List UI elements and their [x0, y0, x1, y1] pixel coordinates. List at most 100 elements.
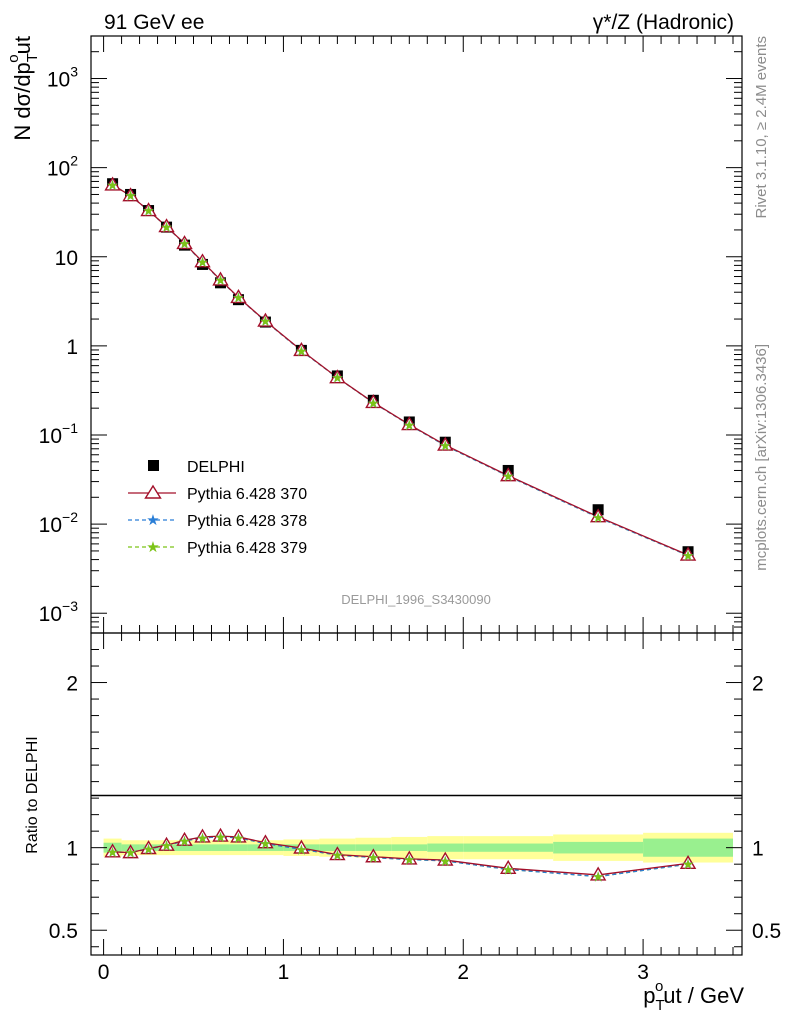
legend-label-delphi: DELPHI [187, 459, 245, 476]
ratio-point-p379: ★ [196, 830, 209, 846]
ratio-point-p378: ★ [259, 836, 272, 852]
ratio-y-tick-label-left: 0.5 [49, 920, 78, 943]
ratio-point-p370 [140, 840, 157, 855]
band-inner [229, 844, 248, 851]
data-point-p378: ★ [403, 417, 416, 433]
ratio-frame [90, 632, 743, 956]
data-point-p370 [194, 253, 211, 268]
y-tick-label: 10−1 [39, 420, 79, 448]
ratio-y-tick-label-left: 1 [66, 838, 78, 861]
x-tick-label: 1 [278, 961, 290, 984]
ratio-point-p378: ★ [295, 841, 308, 857]
data-point-p378: ★ [367, 395, 380, 411]
data-point-p370 [437, 436, 454, 451]
data-point-p379: ★ [232, 290, 245, 306]
data-point-p378: ★ [682, 547, 695, 563]
data-point-p378: ★ [439, 438, 452, 454]
legend-entry-p370: Pythia 6.428 370 [128, 484, 307, 503]
ratio-y-axis-label: Ratio to DELPHI [24, 736, 41, 853]
data-point-p370 [104, 176, 121, 191]
data-point-p370 [679, 546, 697, 561]
data-point-p370 [293, 341, 310, 357]
data-point-p378: ★ [106, 177, 119, 193]
ratio-point-p370 [401, 850, 418, 865]
ratio-point-p378: ★ [502, 861, 515, 877]
ratio-point-p379: ★ [232, 830, 245, 846]
ratio-point-p378: ★ [232, 830, 245, 846]
legend-entry-p379: ★ Pythia 6.428 379 [128, 539, 307, 557]
data-point-p378: ★ [295, 343, 308, 359]
main-y-ticks [91, 35, 742, 634]
ratio-point-p370 [365, 848, 382, 863]
main-y-tick-labels: 10−3 10−2 10−1 1 10 102 103 [39, 64, 79, 627]
legend-marker-p378: ★ [146, 512, 159, 529]
ratio-point-p379: ★ [124, 845, 137, 861]
x-tick-label: 0 [98, 961, 110, 984]
main-series: ★★★★★★★★★★★★★★★★★★★★★★★★★★★★★★★★★★ [104, 176, 697, 563]
main-x-ticks [103, 36, 734, 633]
data-point-p378: ★ [259, 313, 272, 329]
ratio-point-p378: ★ [214, 829, 227, 845]
ratio-point-p370 [176, 831, 193, 846]
data-point-p378: ★ [160, 219, 173, 235]
ratio-point-p370 [212, 827, 229, 842]
data-point-p378: ★ [331, 370, 344, 386]
data-point-p378: ★ [592, 509, 605, 525]
ratio-point-p379: ★ [367, 850, 380, 866]
data-point-p370 [365, 394, 382, 409]
ratio-point-p378: ★ [367, 850, 380, 866]
legend-entry-delphi: DELPHI [148, 459, 245, 476]
band-inner [193, 844, 212, 851]
data-point-p379: ★ [259, 313, 272, 329]
data-point-p370 [499, 467, 517, 482]
band-inner [427, 843, 464, 852]
legend-entry-p378: ★ Pythia 6.428 378 [128, 512, 307, 530]
data-point-p379: ★ [160, 219, 173, 235]
band-inner [463, 843, 554, 852]
watermark: DELPHI_1996_S3430090 [341, 592, 491, 607]
data-point-p379: ★ [142, 203, 155, 219]
ratio-point-p379: ★ [142, 841, 155, 857]
data-point-p379: ★ [439, 438, 452, 454]
data-point-p370 [140, 202, 157, 217]
main-panel: ★★★★★★★★★★★★★★★★★★★★★★★★★★★★★★★★★★ 10−31… [5, 35, 743, 634]
ratio-point-p379: ★ [439, 853, 452, 869]
data-point-p378: ★ [232, 290, 245, 306]
data-point-p378: ★ [124, 188, 137, 204]
ratio-point-p379: ★ [160, 838, 173, 854]
ratio-tick-labels: 0.5 0.5 1 1 2 2 0 1 2 3 [49, 673, 781, 984]
data-point-p370 [589, 508, 607, 523]
data-point-p379: ★ [124, 188, 137, 204]
y-tick-label: 10−3 [39, 598, 79, 626]
ratio-point-p378: ★ [160, 838, 173, 854]
ratio-point-p378: ★ [592, 869, 605, 885]
y-tick-label: 10−2 [39, 509, 79, 537]
y-tick-label: 10 [55, 247, 78, 270]
data-point-p379: ★ [196, 254, 209, 270]
ratio-point-p379: ★ [259, 836, 272, 852]
ratio-y-tick-label-right: 0.5 [752, 920, 781, 943]
ratio-point-p378: ★ [124, 845, 137, 861]
ratio-point-p370 [499, 859, 517, 875]
ratio-point-p379: ★ [106, 844, 119, 860]
x-tick-label: 3 [637, 961, 649, 984]
data-point-p370 [257, 312, 274, 327]
ratio-point-p379: ★ [178, 833, 191, 849]
ratio-point-p378: ★ [331, 847, 344, 863]
data-point-p370 [329, 369, 346, 384]
legend-marker-p370 [144, 484, 162, 499]
data-point-p378: ★ [142, 203, 155, 219]
ratio-point-p379: ★ [331, 847, 344, 863]
data-point-p379: ★ [178, 236, 191, 252]
data-point-p370 [176, 235, 193, 250]
legend-label-p379: Pythia 6.428 379 [187, 540, 307, 557]
y-tick-label: 1 [66, 336, 78, 359]
data-point-p379: ★ [682, 547, 695, 563]
ratio-y-tick-label-right: 2 [752, 673, 764, 696]
legend-marker-p379: ★ [146, 539, 159, 556]
legend-label-p378: Pythia 6.428 378 [187, 513, 307, 530]
data-point-p379: ★ [295, 343, 308, 359]
ratio-point-p378: ★ [142, 841, 155, 857]
ratio-point-p378: ★ [106, 844, 119, 860]
